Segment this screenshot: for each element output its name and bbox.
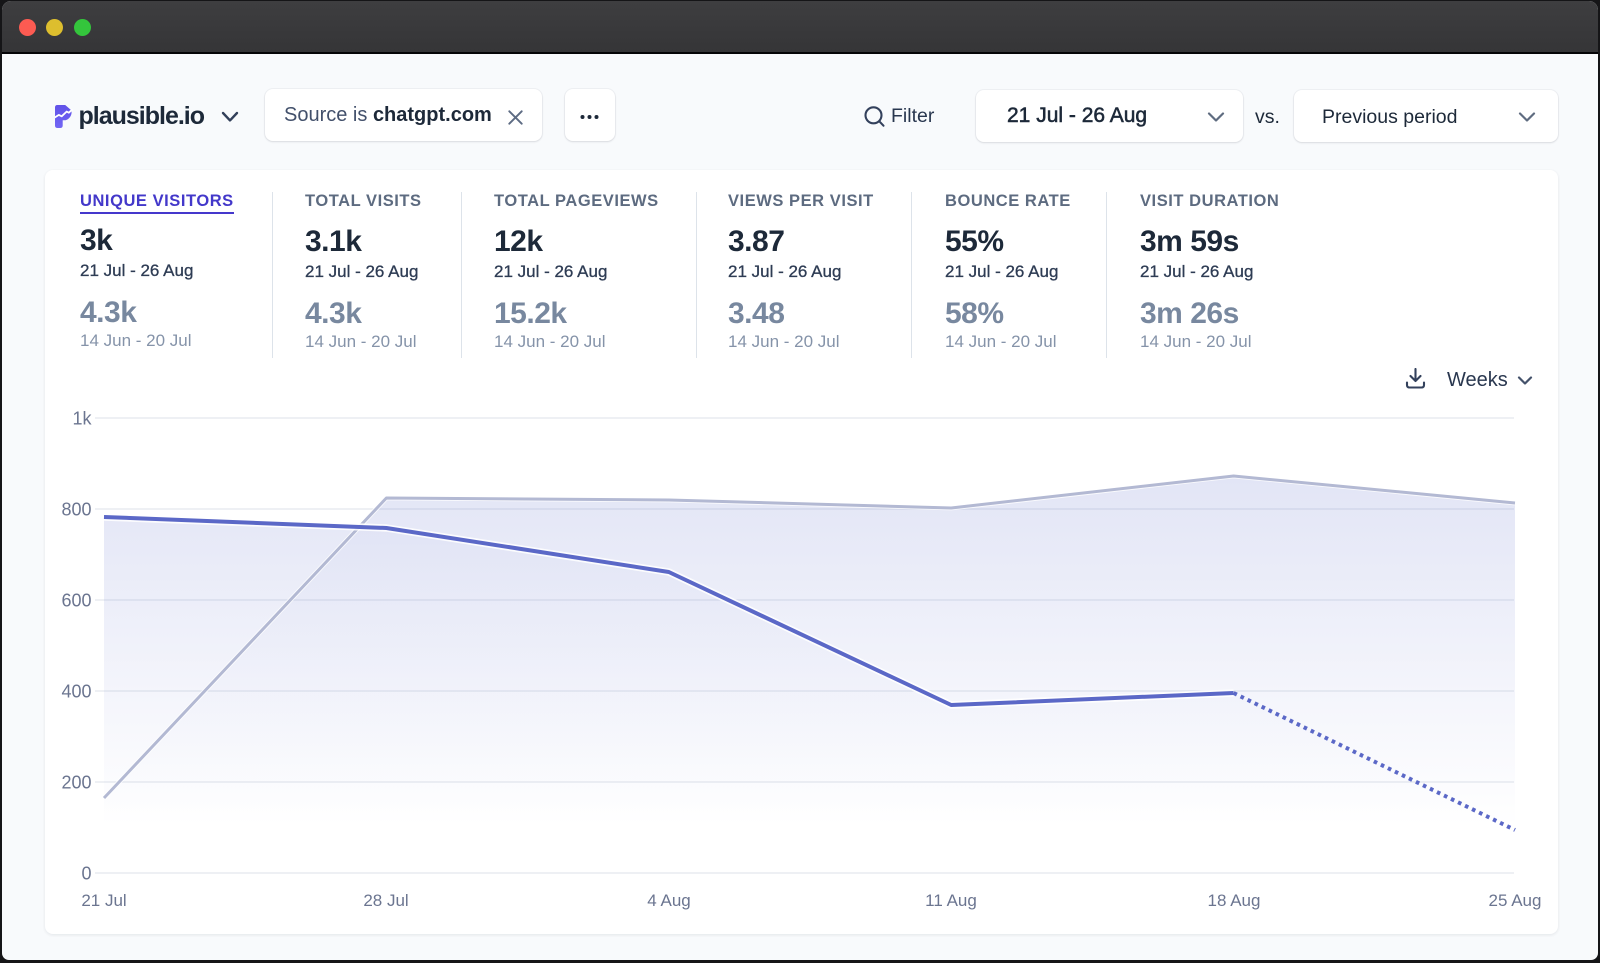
svg-text:800: 800 [61, 500, 91, 520]
svg-text:200: 200 [61, 773, 91, 793]
svg-text:18 Aug: 18 Aug [1208, 891, 1261, 910]
svg-text:21 Jul: 21 Jul [81, 891, 126, 910]
svg-text:600: 600 [61, 591, 91, 611]
svg-text:28 Jul: 28 Jul [363, 891, 408, 910]
svg-text:4 Aug: 4 Aug [647, 891, 691, 910]
svg-text:25 Aug: 25 Aug [1489, 891, 1542, 910]
svg-text:11 Aug: 11 Aug [925, 891, 977, 910]
svg-text:0: 0 [81, 864, 91, 884]
svg-text:400: 400 [61, 682, 91, 702]
svg-text:1k: 1k [72, 409, 92, 429]
